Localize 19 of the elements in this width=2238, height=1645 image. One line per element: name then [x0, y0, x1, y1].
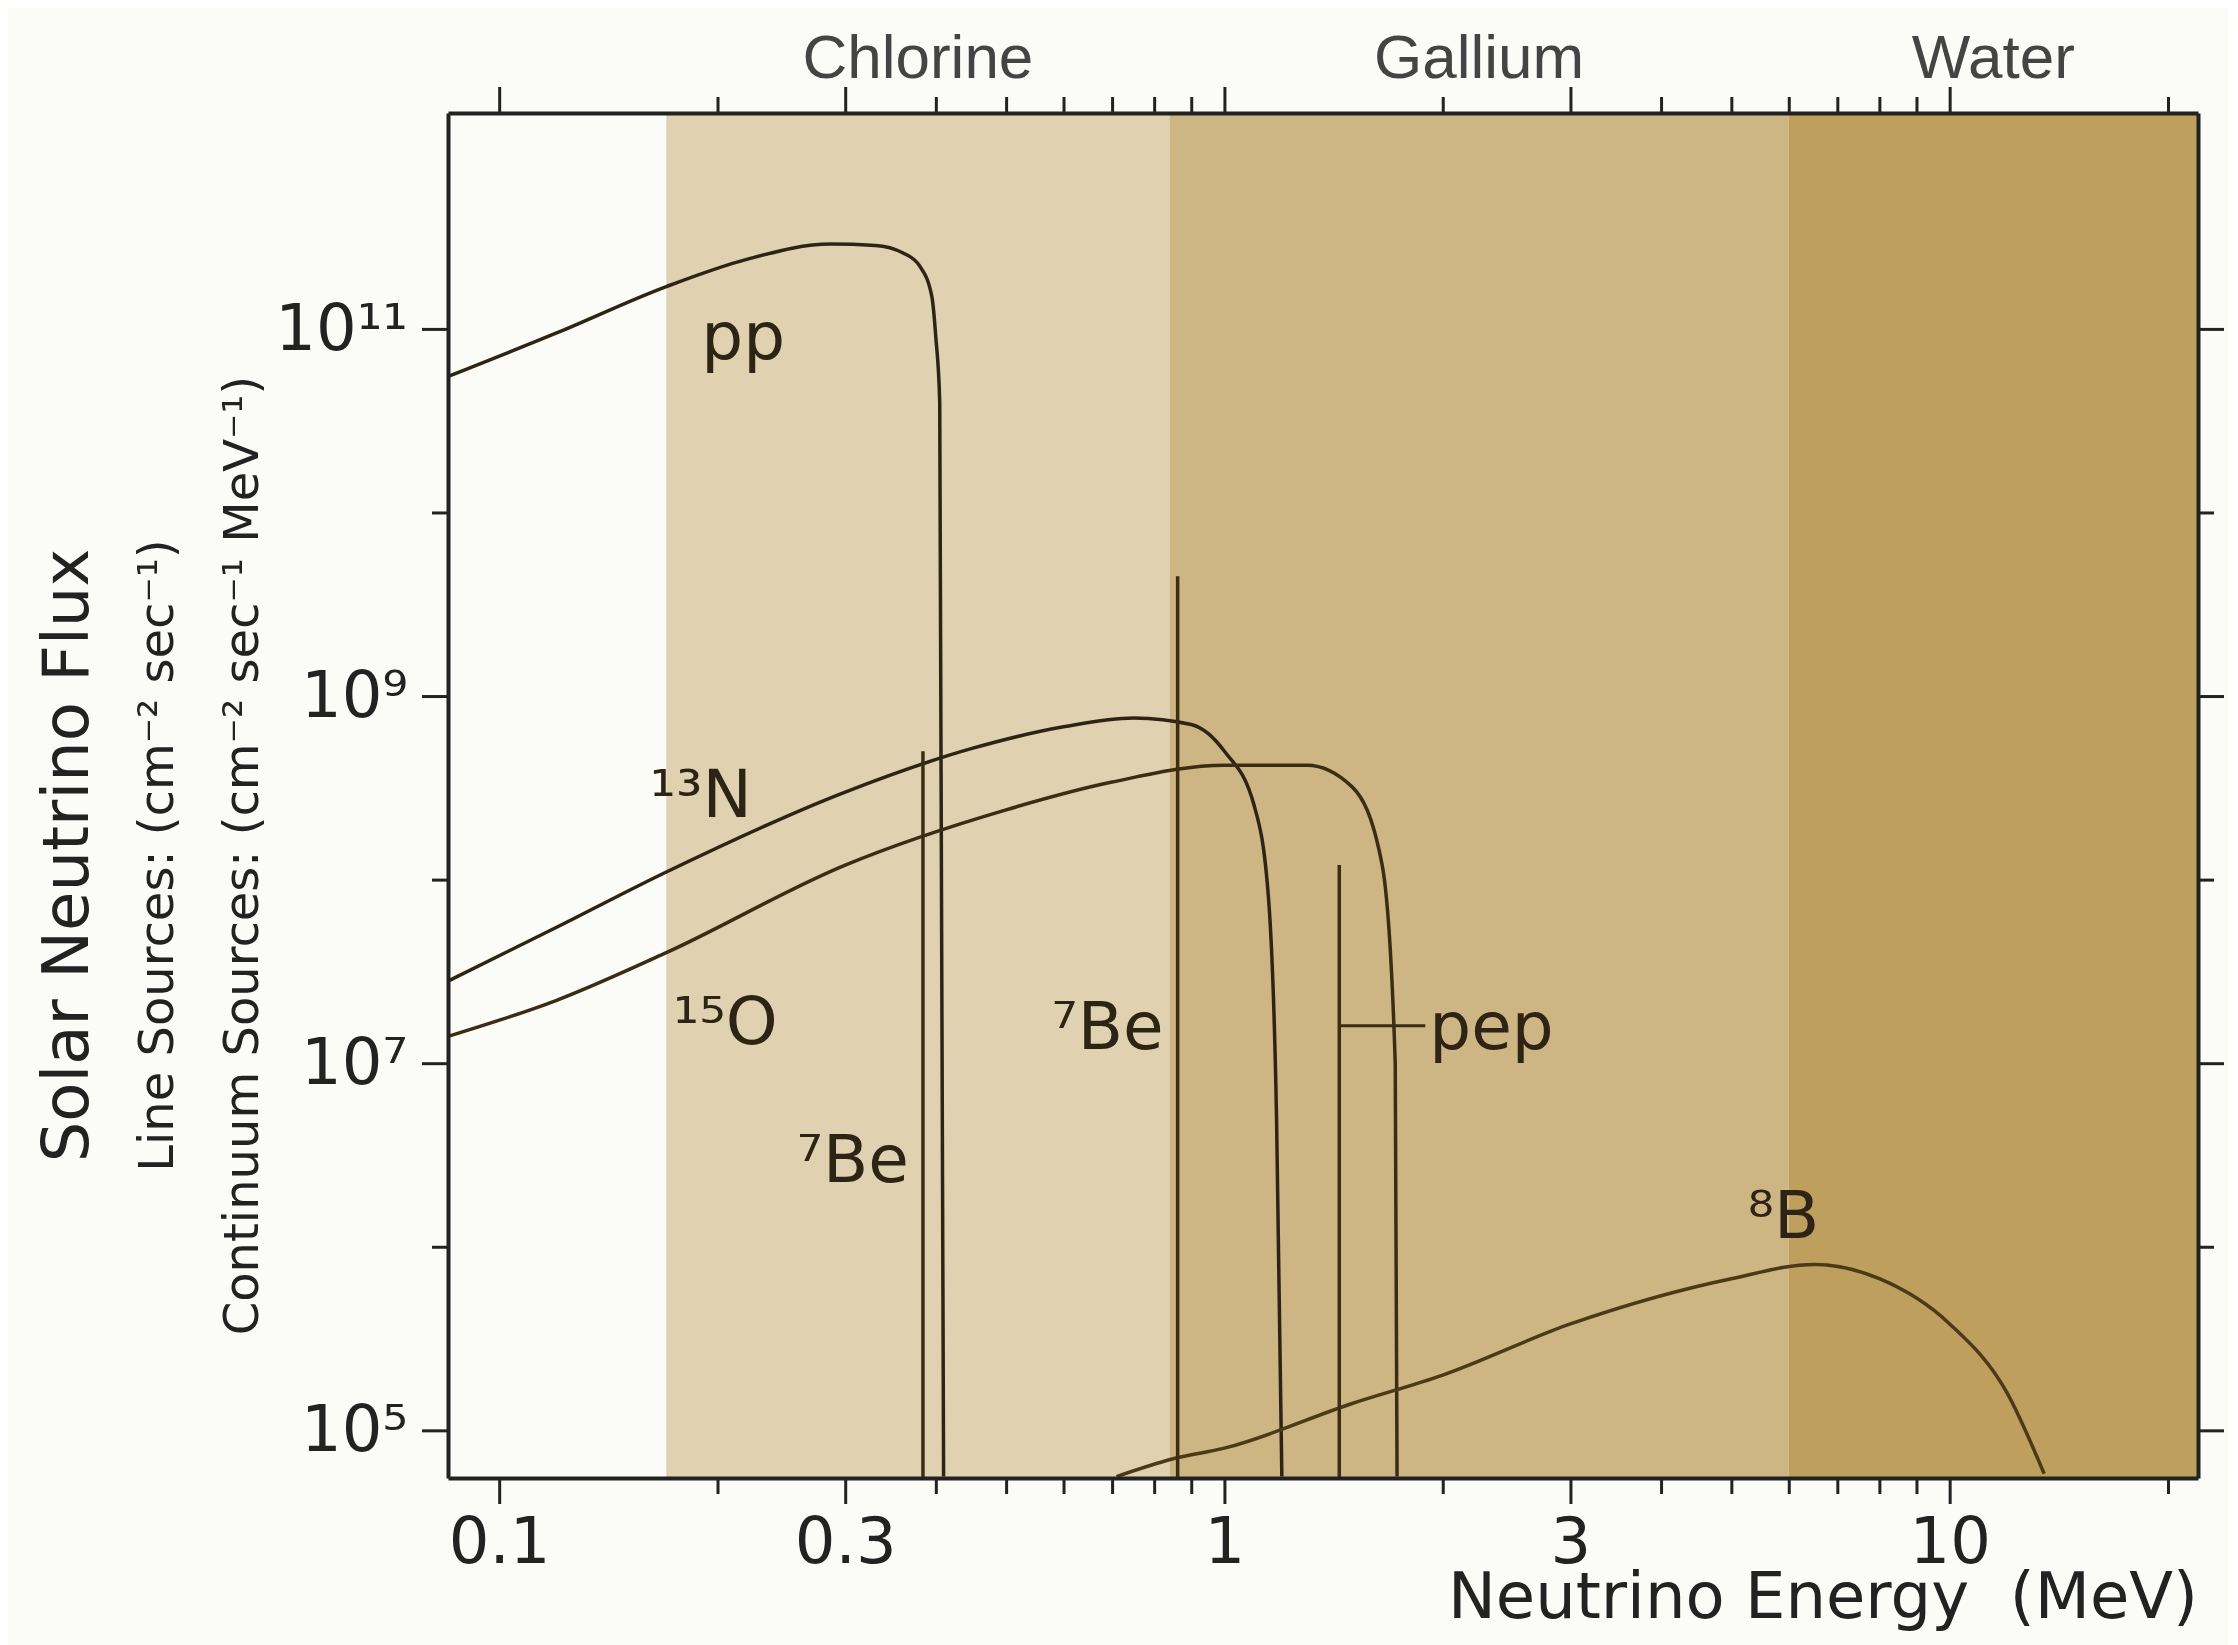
y-tick-label: 10¹¹: [275, 290, 408, 365]
annotation: ¹⁵O: [672, 982, 778, 1060]
y-axis-title: Solar Neutrino Flux Line Sources: (cm⁻² sec⁻¹) Continuum Sources: (cm⁻² sec⁻¹ MeV⁻¹): [29, 375, 269, 1336]
x-tick-label: 1: [1204, 1504, 1246, 1579]
band-label: Gallium: [1374, 22, 1585, 91]
band-label: Water: [1911, 22, 2075, 91]
annotation: ¹³N: [649, 755, 752, 833]
y-tick-label: 10⁹: [300, 658, 408, 733]
annotation: pp: [701, 297, 786, 375]
x-tick-label: 0.1: [448, 1504, 551, 1579]
annotation: pep: [1429, 987, 1554, 1065]
annotation: ⁸B: [1747, 1176, 1820, 1254]
x-tick-label: 10: [1909, 1504, 1991, 1579]
annotation: ⁷Be: [1051, 987, 1164, 1065]
y-tick-label: 10⁵: [300, 1392, 408, 1467]
x-tick-label: 0.3: [794, 1504, 897, 1579]
band-label: Chlorine: [802, 22, 1034, 91]
annotation: ⁷Be: [796, 1121, 909, 1199]
y-tick-label: 10⁷: [300, 1025, 408, 1100]
